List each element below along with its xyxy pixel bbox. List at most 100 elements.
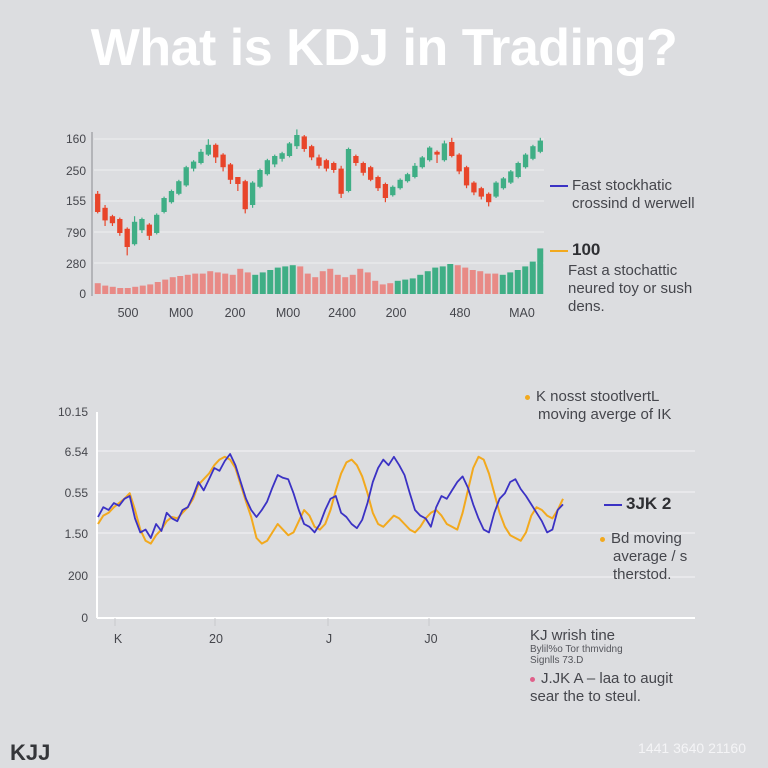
volume-bar: [222, 273, 229, 294]
x-tick-marks: [114, 618, 430, 626]
volume-bar: [439, 266, 446, 294]
x-tick-label: 500: [118, 306, 139, 320]
legend-head: 100: [572, 240, 601, 259]
candle-body: [316, 157, 322, 166]
y-tick-labels: 10.15 6.54 0.55 1.50 200 0: [58, 405, 88, 625]
volume-bar: [432, 267, 439, 294]
candle-body: [198, 151, 204, 163]
y-tick-label: 280: [66, 257, 86, 271]
candle-body: [345, 149, 352, 191]
volume-bar: [109, 286, 116, 294]
volume-bar: [162, 279, 169, 294]
volume-bar: [169, 277, 176, 294]
legend-subtext: Bylil%o Tor thmvidng: [530, 644, 623, 655]
candle-body: [279, 153, 285, 159]
volume-bar: [372, 280, 379, 294]
volume-bar: [417, 274, 424, 294]
candle-body: [154, 214, 160, 233]
volume-bar: [192, 273, 199, 294]
candle-body: [264, 160, 271, 175]
candle-body: [412, 165, 418, 177]
candle-body: [220, 154, 226, 168]
page-title: What is KDJ in Trading?: [90, 19, 678, 77]
volume-bar: [319, 271, 326, 294]
legend-text: moving averge of IK: [538, 406, 672, 423]
footer-number: 1441 3640 21160: [638, 740, 746, 756]
candle-body: [131, 221, 138, 245]
candle-body: [360, 163, 366, 173]
volume-bar: [244, 272, 251, 294]
candle-body: [419, 157, 425, 168]
blue-line-icon: [604, 503, 622, 506]
legend-text: K nosst stootlvertL: [536, 388, 660, 405]
volume-bar: [357, 268, 364, 294]
candle-body: [249, 182, 256, 205]
volume-bar: [447, 264, 454, 294]
volume-bar: [454, 265, 461, 294]
candle-body: [102, 207, 108, 221]
y-tick-label: 155: [66, 194, 86, 208]
kdj-lines: [97, 453, 564, 545]
candle-body: [323, 160, 330, 169]
pink-dot-icon: [530, 676, 535, 682]
legend-3jk2: 3JK 2: [604, 494, 671, 514]
legend-100: 100 Fast a stochattic neured toy or sush…: [550, 240, 692, 316]
candle-body: [515, 163, 521, 177]
volume-bar: [477, 271, 484, 294]
candle-body: [486, 193, 492, 203]
orange-dot-icon: [600, 536, 605, 542]
candle-body: [117, 219, 123, 233]
candle-body: [367, 167, 374, 180]
candle-body: [124, 228, 130, 247]
candle-body: [242, 181, 248, 210]
legend-text: crossind d werwell: [572, 195, 695, 212]
legend-head: 3JK 2: [626, 494, 672, 513]
volume-bar: [274, 267, 281, 294]
x-tick-label: 200: [225, 306, 246, 320]
candle-body: [190, 161, 197, 169]
volume-bar: [304, 273, 311, 294]
candle-body: [390, 186, 396, 196]
volume-bar: [529, 261, 536, 294]
volume-bar: [207, 271, 214, 294]
candle-body: [441, 143, 448, 161]
legend-bd-moving: Bd moving average / s therstod.: [600, 530, 687, 584]
volume-bar: [132, 286, 139, 294]
volume-bar: [147, 284, 154, 294]
candle-body: [331, 163, 337, 170]
candle-body: [537, 140, 543, 152]
volume-bar: [462, 267, 469, 294]
legend-text: Fast a stochattic: [568, 262, 678, 279]
candle-body: [294, 135, 300, 147]
candle-body: [272, 156, 278, 165]
x-tick-label: MA0: [509, 306, 535, 320]
volume-bar: [394, 280, 401, 294]
legend-text: Bd moving: [611, 530, 682, 547]
volume-bar: [229, 274, 236, 294]
volume-bar: [387, 283, 394, 294]
volume-bar: [117, 288, 124, 294]
candle-body: [205, 144, 211, 155]
legend-footer-note: KJ wrish tine Bylil%o Tor thmvidng Signl…: [530, 627, 673, 706]
volume-bar: [484, 273, 491, 294]
volume-bar: [154, 282, 161, 294]
y-tick-label: 0: [79, 287, 86, 301]
candle-body: [257, 170, 263, 187]
candle-body: [449, 142, 455, 156]
candle-body: [227, 164, 234, 180]
y-tick-label: 10.15: [58, 405, 88, 419]
volume-bar: [342, 277, 349, 294]
volume-bar: [334, 274, 341, 294]
volume-bar: [492, 273, 499, 294]
x-tick-label: K: [114, 632, 123, 646]
grid-lines: [98, 450, 695, 578]
volume-bar: [402, 279, 409, 294]
volume-bar: [522, 266, 529, 294]
volume-bar: [297, 266, 304, 294]
volume-bar: [289, 265, 296, 294]
y-tick-label: 200: [68, 569, 88, 583]
y-tick-label: 0: [81, 611, 88, 625]
volume-bar: [177, 276, 184, 294]
